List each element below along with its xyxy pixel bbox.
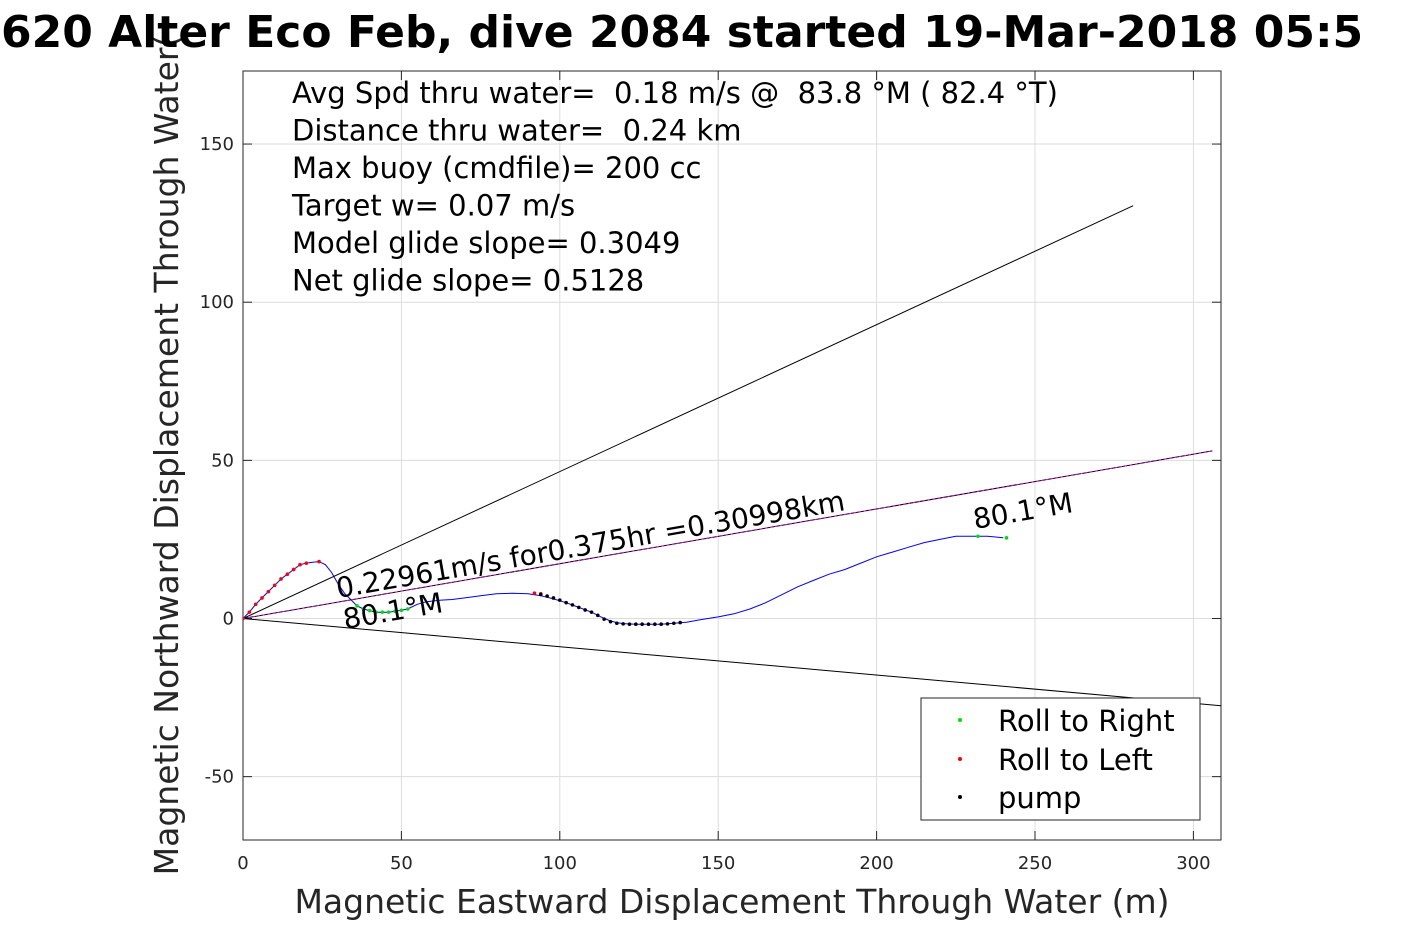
marker-roll-left <box>272 583 277 588</box>
marker-roll-right <box>1004 536 1009 540</box>
plot-frame <box>242 70 1222 841</box>
marker-pump <box>570 603 575 607</box>
marker-roll-left <box>317 559 321 564</box>
marker-roll-left <box>298 562 302 567</box>
marker-pump <box>558 598 562 602</box>
x-tick-label: 0 <box>237 853 248 874</box>
legend-marker-roll-left <box>958 757 962 761</box>
x-axis-label: Magnetic Eastward Displacement Through W… <box>294 882 1169 921</box>
marker-pump <box>577 605 581 610</box>
heading-end-label: 80.1°M <box>971 486 1076 536</box>
marker-roll-left <box>247 610 252 614</box>
legend: Roll to Right Roll to Left pump <box>920 697 1201 821</box>
y-tick-label: 100 <box>200 292 234 313</box>
marker-pump <box>602 617 606 621</box>
marker-roll-left <box>279 577 283 581</box>
y-axis-label: Magnetic Northward Displacement Through … <box>147 35 186 876</box>
marker-pump <box>608 619 613 624</box>
marker-roll-right <box>386 610 391 614</box>
y-tick-label: -50 <box>205 767 234 788</box>
series-line-track <box>243 535 1004 625</box>
legend-label-roll-right: Roll to Right <box>998 704 1175 738</box>
info-line: Target w= 0.07 m/s <box>291 189 575 223</box>
x-tick-label: 250 <box>1018 853 1052 874</box>
info-line: Net glide slope= 0.5128 <box>292 264 644 298</box>
x-tick-label: 150 <box>701 853 735 874</box>
marker-pump <box>538 592 543 597</box>
marker-pump <box>589 610 594 614</box>
marker-roll-left <box>285 572 290 577</box>
x-tick-label: 50 <box>390 853 413 874</box>
grid-lines <box>243 71 1221 840</box>
series-line-heading-ray-upper <box>243 205 1134 619</box>
marker-pump <box>653 622 657 626</box>
data-lines <box>243 205 1221 707</box>
marker-roll-right <box>374 610 378 614</box>
marker-roll-left <box>532 591 537 595</box>
axis-ticks: 0 50 100 150 200 250 300 -50 0 50 100 150 <box>200 71 1221 874</box>
marker-roll-left <box>304 561 309 565</box>
marker-roll-left <box>291 567 296 572</box>
marker-roll-right <box>399 608 404 613</box>
marker-pump <box>634 622 638 626</box>
legend-label-pump: pump <box>998 781 1081 815</box>
data-markers <box>243 534 1009 626</box>
track-speed-label: 0.22961m/s for0.375hr =0.30998km <box>334 484 848 605</box>
marker-roll-right <box>355 604 359 608</box>
legend-label-roll-left: Roll to Left <box>998 743 1153 777</box>
marker-roll-left <box>260 596 264 600</box>
marker-pump <box>659 622 663 626</box>
legend-marker-pump <box>958 795 962 799</box>
info-line: Model glide slope= 0.3049 <box>292 226 680 260</box>
y-tick-label: 50 <box>211 450 234 471</box>
x-tick-label: 300 <box>1176 853 1210 874</box>
marker-pump <box>665 622 670 626</box>
marker-roll-left <box>266 589 271 594</box>
y-tick-label: 150 <box>200 134 234 155</box>
marker-pump <box>646 622 651 626</box>
marker-roll-right <box>976 534 980 539</box>
marker-pump <box>551 596 556 600</box>
legend-marker-roll-right <box>958 718 962 722</box>
marker-roll-right <box>367 608 372 613</box>
info-block: Avg Spd thru water= 0.18 m/s @ 83.8 °M (… <box>291 76 1058 298</box>
info-line: Max buoy (cmdfile)= 200 cc <box>292 151 701 185</box>
marker-pump <box>627 622 632 626</box>
x-tick-label: 100 <box>543 853 577 874</box>
info-line: Distance thru water= 0.24 km <box>292 114 742 148</box>
marker-pump <box>583 608 587 612</box>
info-line: Avg Spd thru water= 0.18 m/s @ 83.8 °M (… <box>292 76 1058 110</box>
marker-pump <box>621 622 625 626</box>
marker-roll-right <box>405 607 410 611</box>
marker-roll-right <box>361 607 366 611</box>
marker-roll-left <box>243 616 245 621</box>
marker-roll-right <box>380 610 385 614</box>
legend-box <box>920 697 1201 821</box>
marker-roll-right <box>393 609 397 614</box>
marker-pump <box>672 621 676 626</box>
marker-pump <box>564 600 568 605</box>
marker-pump <box>678 620 682 625</box>
series-line-net-displacement-overlay <box>243 450 1213 619</box>
marker-pump <box>615 621 619 626</box>
series-line-heading-ray-lower <box>243 618 1221 707</box>
marker-pump <box>640 622 644 626</box>
marker-pump <box>596 613 600 618</box>
marker-roll-left <box>253 602 258 607</box>
y-tick-label: 0 <box>223 609 234 630</box>
x-tick-label: 200 <box>859 853 893 874</box>
chart-title: 620 Alter Eco Feb, dive 2084 started 19-… <box>1 7 1363 58</box>
marker-pump <box>545 594 549 598</box>
